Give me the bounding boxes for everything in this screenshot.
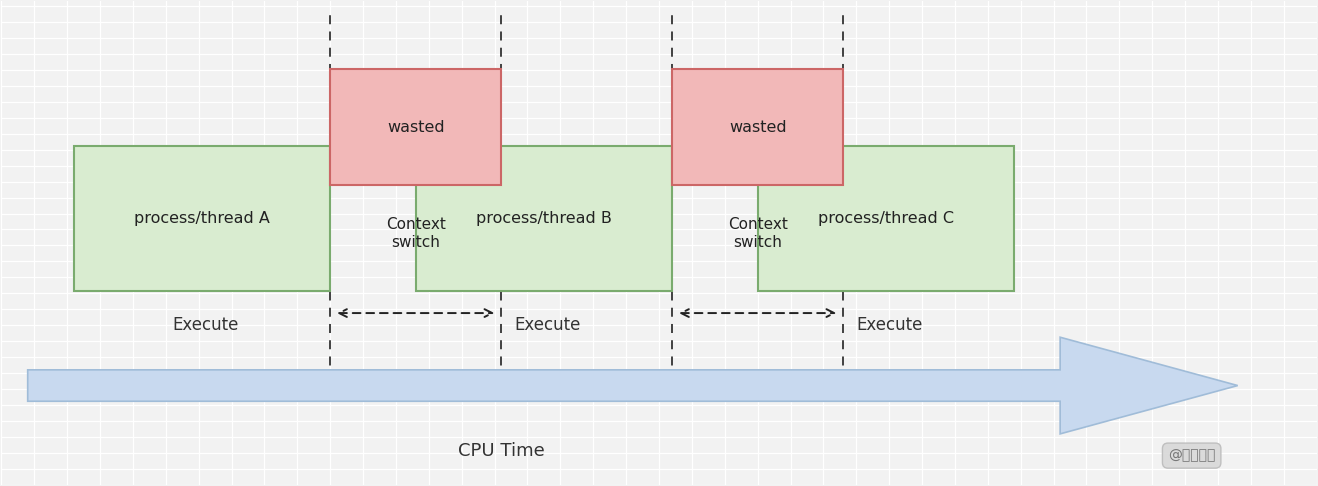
Text: Execute: Execute (514, 316, 580, 334)
Text: Execute: Execute (855, 316, 923, 334)
Text: CPU Time: CPU Time (457, 442, 544, 460)
Text: Context
switch: Context switch (728, 217, 788, 249)
Text: wasted: wasted (387, 120, 444, 135)
FancyBboxPatch shape (331, 69, 501, 185)
Text: process/thread C: process/thread C (818, 211, 954, 226)
Text: @拉勾教育: @拉勾教育 (1168, 449, 1215, 463)
Text: Execute: Execute (173, 316, 239, 334)
Polygon shape (28, 337, 1238, 434)
FancyBboxPatch shape (74, 146, 331, 291)
Text: Context
switch: Context switch (386, 217, 445, 249)
Text: process/thread A: process/thread A (134, 211, 270, 226)
FancyBboxPatch shape (758, 146, 1014, 291)
Text: process/thread B: process/thread B (476, 211, 612, 226)
FancyBboxPatch shape (672, 69, 844, 185)
Text: wasted: wasted (729, 120, 787, 135)
FancyBboxPatch shape (415, 146, 672, 291)
